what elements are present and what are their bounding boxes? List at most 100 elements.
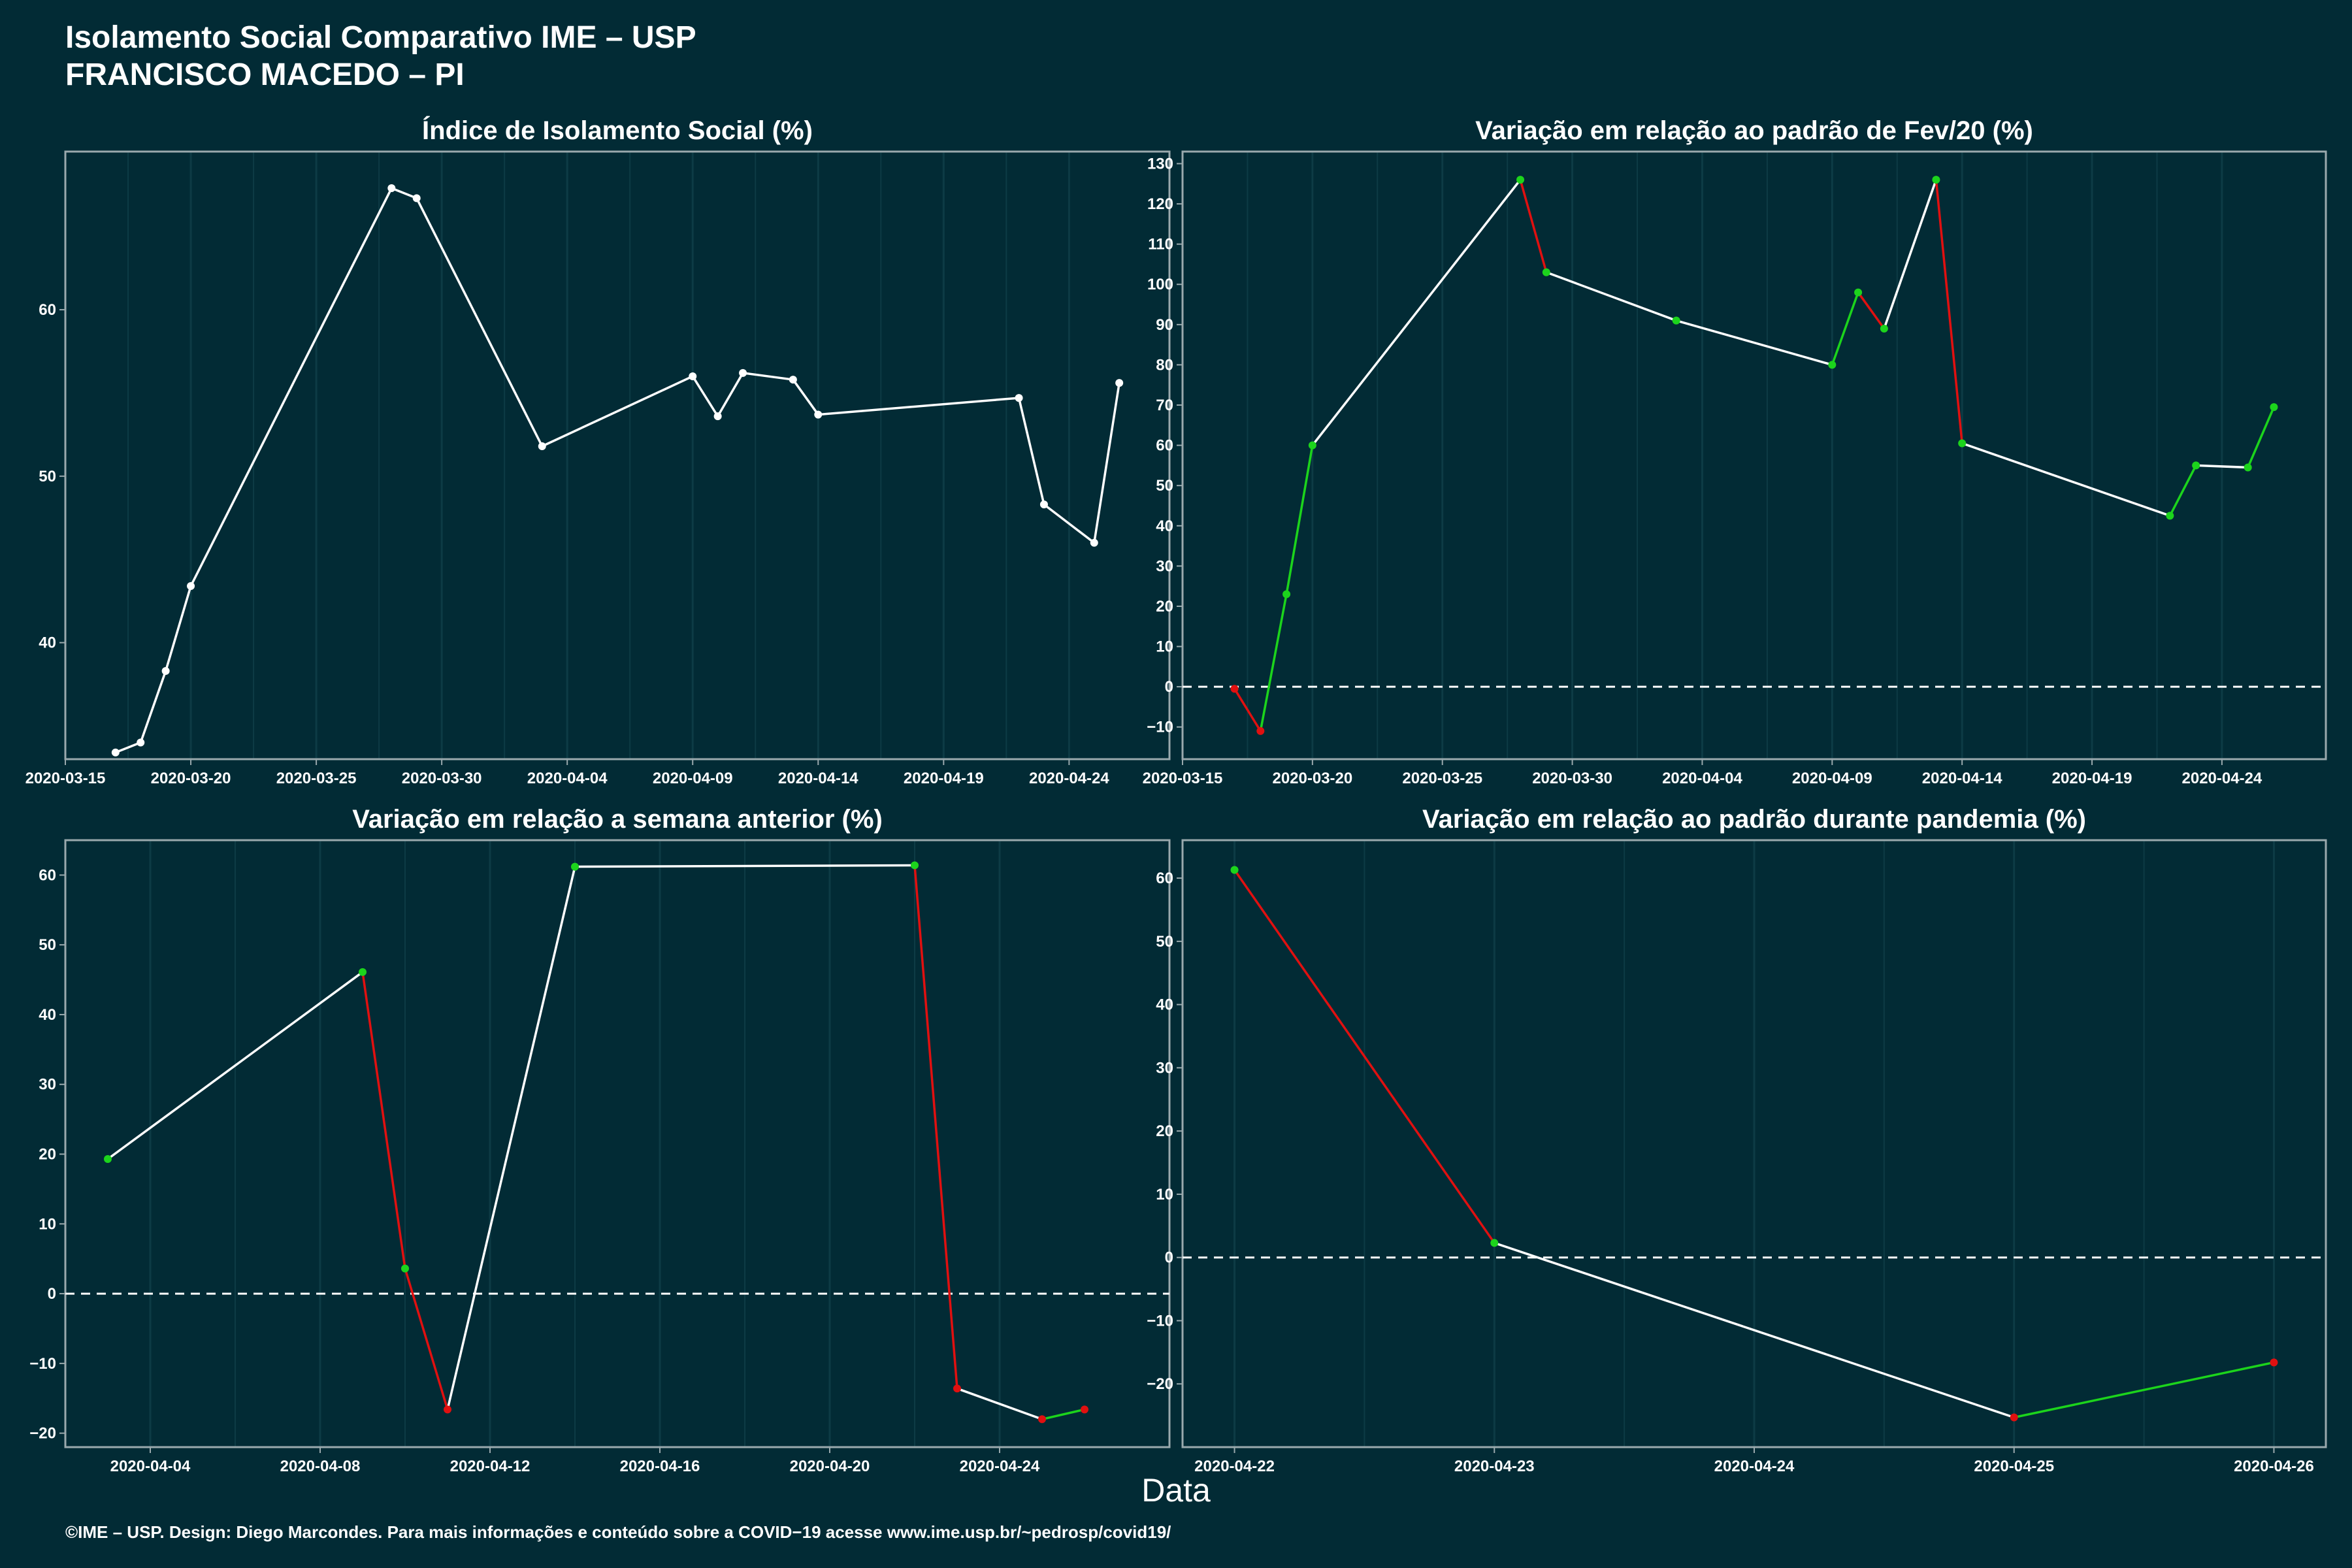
y-tick-label: 100 [1147,276,1173,293]
chart-title-line2: FRANCISCO MACEDO – PI [65,57,465,92]
data-point [1230,685,1239,693]
y-tick-label: 50 [1156,477,1173,495]
series-segment [2168,464,2197,517]
series-segment [114,741,142,754]
y-tick-label: −20 [1147,1375,1173,1393]
y-tick-label: 0 [1165,1249,1173,1267]
data-point [1308,441,1316,449]
x-tick-label: 2020-04-12 [450,1458,531,1475]
series-segment [1041,1408,1086,1421]
y-tick-label: 20 [39,1146,56,1164]
x-tick-label: 2020-04-19 [2052,770,2132,787]
series-segment [390,187,418,200]
data-point [2270,403,2278,412]
x-tick-label: 2020-03-25 [1402,770,1482,787]
x-tick-label: 2020-04-04 [110,1458,191,1475]
y-tick-label: 80 [1156,356,1173,374]
data-point [911,861,919,870]
series-segment [1831,291,1859,367]
y-tick-label: 20 [1156,1122,1173,1140]
data-point [111,748,120,757]
x-tick-label: 2020-04-24 [1029,770,1109,787]
series-segment [1961,442,2172,517]
data-point [1854,288,1863,297]
series-segment [956,1387,1043,1421]
series-segment [139,670,167,744]
y-tick-label: 10 [1156,1186,1173,1203]
x-tick-label: 2020-04-09 [653,770,733,787]
y-tick-label: 30 [39,1076,56,1094]
x-tick-label: 2020-04-22 [1194,1458,1275,1475]
data-point [1880,324,1888,333]
series-segment [106,971,364,1160]
data-point [137,738,145,747]
y-tick-label: 60 [39,866,56,884]
x-tick-label: 2020-03-15 [1143,770,1223,787]
series-segment [574,864,916,868]
series-segment [446,865,576,1411]
y-tick-label: 90 [1156,316,1173,334]
series-segment [742,372,794,381]
panel-semana: 2020-04-04 2020-04-08 2020-04-12 2020-04-16… [29,839,1171,1475]
y-tick-label: 60 [1156,870,1173,887]
series-segment [2012,1361,2276,1419]
y-tick-label: 60 [39,301,56,319]
data-point [1256,727,1265,735]
y-tick-label: 40 [39,634,56,652]
series-segment [164,585,192,672]
series-segment [1233,687,1262,732]
data-point [739,368,747,377]
panel-pandemia: 2020-04-22 2020-04-23 2020-04-24 2020-04-25… [1147,839,2327,1475]
y-tick-label: 0 [48,1285,56,1303]
data-point [1516,176,1525,184]
series-segment [1311,178,1522,447]
y-tick-label: 30 [1156,557,1173,575]
data-point [1115,379,1124,387]
series-segment [1857,291,1886,330]
data-point [1090,538,1098,547]
data-point [1672,316,1680,325]
plot-frame [64,150,1171,760]
series-segment [189,187,393,587]
data-point [104,1154,112,1163]
panel-fev20: 2020-03-15 2020-03-20 2020-03-25 2020-03-30… [1143,150,2327,787]
data-point [1230,866,1239,874]
y-tick-label: −10 [1147,719,1173,736]
data-point [1081,1405,1088,1414]
data-point [2244,463,2252,472]
series-segment [1233,868,1496,1245]
data-point [401,1264,409,1273]
data-point [1015,394,1023,402]
data-point [2010,1413,2018,1422]
series-segment [1493,1241,2016,1419]
data-point [2166,512,2174,520]
x-tick-label: 2020-04-14 [1922,770,2002,787]
series-segment [1017,397,1045,506]
x-tick-label: 2020-03-20 [1272,770,1352,787]
chart-title-line1: Isolamento Social Comparativo IME – USP [65,20,696,55]
data-point [2192,461,2200,470]
x-tick-label: 2020-04-24 [2182,770,2262,787]
y-tick-label: 30 [1156,1059,1173,1077]
series-segment [1519,178,1548,274]
y-tick-label: −10 [29,1355,56,1373]
series-segment [2195,464,2249,469]
data-point [1038,1415,1046,1424]
data-point [359,968,367,976]
series-segment [415,197,544,448]
data-point [1282,590,1291,598]
x-tick-label: 2020-03-25 [276,770,357,787]
series-segment [1259,593,1288,732]
series-segment [1545,271,1678,322]
data-point [689,372,697,380]
y-tick-label: 10 [1156,638,1173,656]
panel-title-fev20: Variação em relação ao padrão de Fev/20 … [1475,116,2033,145]
x-tick-label: 2020-04-24 [960,1458,1040,1475]
x-tick-label: 2020-04-26 [2234,1458,2314,1475]
data-point [412,194,421,203]
series-segment [1285,444,1314,596]
panel-title-semana: Variação em relação a semana anterior (%… [352,805,883,834]
y-tick-label: 40 [1156,517,1173,535]
x-tick-label: 2020-04-09 [1792,770,1872,787]
